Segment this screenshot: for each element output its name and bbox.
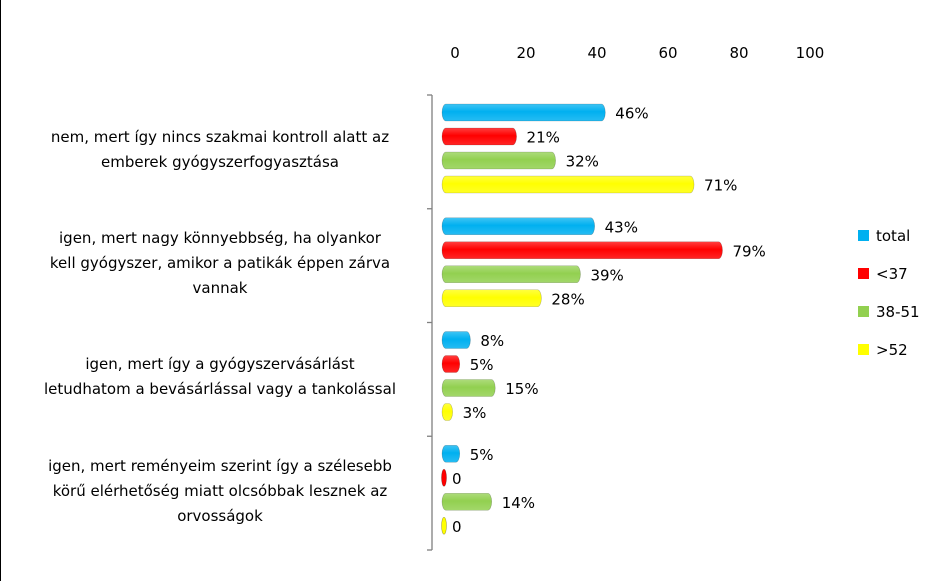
data-labels: 46% 21% 32% 71% 43% 79% 39% 28% 8% 5% 15% 3% 5% 0 14% 0 xyxy=(452,105,766,536)
category-axis xyxy=(427,94,433,551)
category-label-line: körű elérhetőség miatt olcsóbbak lesznek… xyxy=(52,481,388,500)
category-label-line: vannak xyxy=(192,279,248,298)
data-label: 0 xyxy=(452,470,462,488)
bar xyxy=(441,265,581,284)
category-label-line: orvosságok xyxy=(177,506,263,525)
data-label: 3% xyxy=(463,404,487,422)
legend-label: total xyxy=(876,227,910,245)
bar xyxy=(441,403,453,421)
x-tick-label: 60 xyxy=(658,44,677,62)
data-label: 14% xyxy=(502,494,535,512)
data-label: 71% xyxy=(704,177,737,195)
bar xyxy=(441,331,471,349)
legend-swatch xyxy=(858,230,869,241)
legend-swatch xyxy=(858,306,869,317)
category-label-line: emberek gyógyszerfogyasztása xyxy=(101,152,339,171)
legend-label: >52 xyxy=(876,341,908,359)
legend-swatch xyxy=(858,268,869,279)
x-tick-label: 0 xyxy=(450,44,460,62)
data-label: 43% xyxy=(605,218,638,236)
x-tick-label: 80 xyxy=(729,44,748,62)
data-label: 28% xyxy=(551,290,584,308)
data-label: 0 xyxy=(452,518,462,536)
bar xyxy=(441,103,606,122)
x-axis-ticks: 0 20 40 60 80 100 xyxy=(450,44,824,62)
bar xyxy=(441,241,723,260)
category-label-line: igen, mert reményeim szerint így a széle… xyxy=(48,456,392,475)
data-label: 32% xyxy=(566,153,599,171)
data-label: 5% xyxy=(470,446,494,464)
data-label: 46% xyxy=(615,105,648,123)
bar xyxy=(441,127,517,146)
category-label-line: nem, mert így nincs szakmai kontroll ala… xyxy=(50,127,390,146)
legend: total <37 38-51 >52 xyxy=(858,227,920,359)
category-label: igen, mert reményeim szerint így a széle… xyxy=(15,454,425,529)
data-label: 15% xyxy=(505,380,538,398)
category-label: nem, mert így nincs szakmai kontroll ala… xyxy=(15,125,425,175)
bar xyxy=(441,151,556,170)
bar xyxy=(441,355,461,373)
data-label: 5% xyxy=(470,356,494,374)
bar xyxy=(441,379,496,397)
category-label: igen, mert így a gyógyszervásárlást letud… xyxy=(15,352,425,402)
bar xyxy=(441,444,461,463)
data-label: 79% xyxy=(732,242,765,260)
legend-label: <37 xyxy=(876,265,908,283)
category-label: igen, mert nagy könnyebbség, ha olyankor… xyxy=(15,226,425,301)
bars xyxy=(441,103,723,535)
bar xyxy=(441,516,447,535)
x-tick-label: 20 xyxy=(516,44,535,62)
x-tick-label: 100 xyxy=(796,44,825,62)
bar xyxy=(441,217,595,236)
category-label-line: kell gyógyszer, amikor a patikák éppen z… xyxy=(49,254,391,273)
bar xyxy=(441,492,493,511)
category-label-line: igen, mert nagy könnyebbség, ha olyankor xyxy=(59,229,381,248)
x-tick-label: 40 xyxy=(587,44,606,62)
bar xyxy=(441,175,695,194)
category-label-line: igen, mert így a gyógyszervásárlást xyxy=(85,355,355,374)
bar xyxy=(441,468,447,487)
data-label: 8% xyxy=(480,332,504,350)
category-label-line: letudhatom a bevásárlással vagy a tankol… xyxy=(44,380,396,399)
data-label: 39% xyxy=(590,266,623,284)
data-label: 21% xyxy=(527,129,560,147)
bar xyxy=(441,289,542,308)
legend-label: 38-51 xyxy=(876,303,920,321)
legend-swatch xyxy=(858,344,869,355)
